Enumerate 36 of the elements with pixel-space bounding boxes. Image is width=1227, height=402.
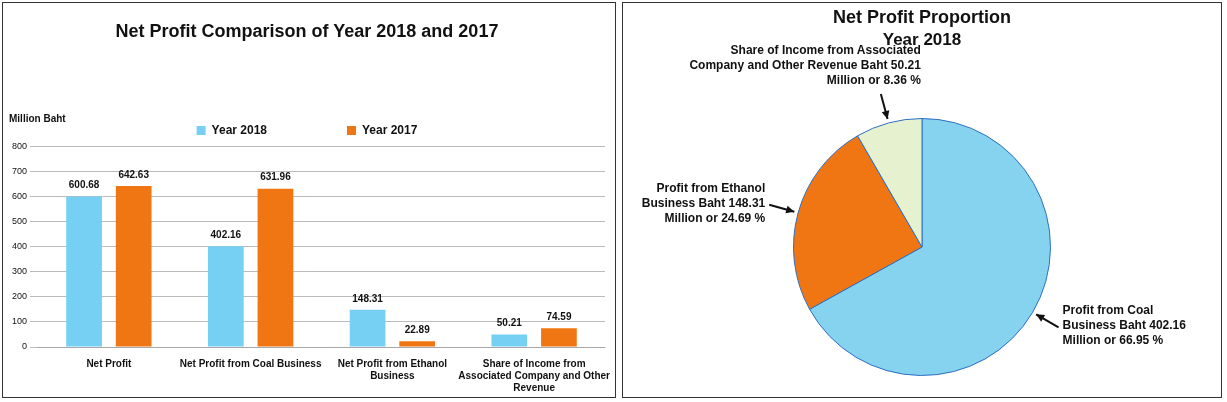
chart-title: Net Profit Proportion	[833, 6, 1011, 27]
y-tick-label: 700	[11, 166, 28, 177]
data-label: 631.96	[260, 171, 292, 183]
legend-label: Year 2018	[211, 122, 268, 137]
data-label: 22.89	[404, 324, 431, 336]
y-tick-label: 300	[11, 266, 28, 277]
bar	[491, 334, 528, 347]
data-label: 642.63	[118, 168, 150, 180]
bar	[207, 246, 244, 347]
legend-label: Year 2017	[362, 122, 418, 137]
x-tick-label: Net Profit from Coal Business	[179, 357, 322, 369]
bar	[66, 196, 102, 347]
bar	[115, 186, 152, 347]
x-tick-label: Net Profit from Ethanol Business	[337, 357, 448, 381]
bar	[541, 328, 577, 347]
y-tick-label: 400	[11, 241, 28, 252]
slice-label: Profit from Ethanol Business Baht 148.31 Million or 24.69 %	[641, 180, 766, 225]
data-label: 50.21	[496, 317, 523, 329]
x-tick-label: Share of Income from Associated Company and Other Revenue	[458, 357, 611, 393]
data-label: 600.68	[68, 179, 100, 191]
y-tick-label: 500	[11, 216, 28, 227]
data-label: 402.16	[210, 229, 242, 241]
bar	[349, 309, 386, 347]
bar	[399, 341, 436, 347]
data-label: 74.59	[546, 311, 572, 323]
x-tick-label: Net Profit	[86, 357, 133, 369]
y-tick-label: 200	[11, 291, 28, 302]
chart-title: Net Profit Comparison of Year 2018 and 2017	[115, 20, 499, 41]
bar	[257, 188, 294, 347]
y-tick-label: 100	[11, 316, 28, 327]
slice-label: Profit from Coal Business Baht 402.16 Million or 66.95 %	[1062, 303, 1187, 348]
y-tick-label: 0	[22, 341, 28, 352]
data-label: 148.31	[352, 292, 384, 304]
y-axis-title: Million Baht	[9, 113, 67, 125]
y-tick-label: 600	[11, 191, 28, 202]
y-tick-label: 800	[11, 141, 28, 152]
